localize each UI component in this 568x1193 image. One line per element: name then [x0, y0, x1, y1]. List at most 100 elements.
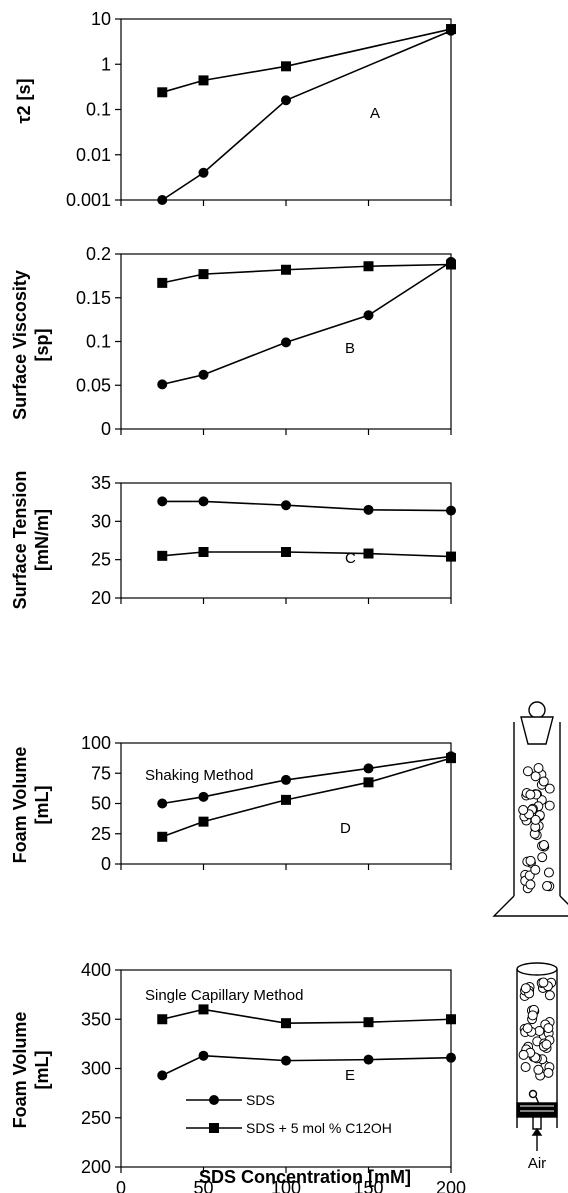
data-point-square	[157, 277, 168, 288]
series-sds-c12oh	[157, 259, 456, 288]
x-axis-title: SDS Concentration [mM]	[199, 1167, 411, 1187]
data-point-circle	[281, 1055, 291, 1066]
data-point-square	[157, 1014, 168, 1025]
series-line	[162, 28, 452, 94]
legend-marker-square	[209, 1123, 219, 1133]
data-point-square	[363, 1017, 374, 1028]
y-tick-label: 0.05	[76, 375, 111, 395]
bubble	[541, 1039, 552, 1050]
bubble	[542, 881, 553, 892]
data-point-circle	[157, 379, 168, 390]
data-point-square	[446, 259, 456, 270]
panel-label: B	[345, 340, 355, 357]
bubble	[525, 879, 536, 890]
data-point-circle	[198, 167, 209, 178]
method-note: Single Capillary Method	[145, 987, 303, 1004]
y-tick-label: 0.01	[76, 145, 111, 165]
data-point-square	[446, 551, 456, 562]
panel-b: 0.2 0.15 0.1 0.05 0 Surface Viscosity [sp] B	[10, 244, 456, 439]
x-tick-label: 100	[271, 1178, 301, 1193]
legend-entry-sds-c12oh: SDS + 5 mol % C12OH	[186, 1120, 392, 1136]
data-point-square	[157, 550, 168, 561]
data-point-square	[363, 261, 374, 272]
y-tick-label: 300	[81, 1059, 111, 1079]
y-tick-label: 1	[101, 54, 111, 74]
y-tick-label: 100	[81, 733, 111, 753]
panel-label: C	[345, 550, 356, 567]
panel-d: 100 75 50 25 0 Foam Volume [mL] D Shaking Method	[10, 733, 456, 874]
bubble	[537, 852, 548, 863]
bubble	[520, 983, 531, 994]
data-point-square	[281, 547, 291, 557]
bubble	[518, 804, 529, 815]
y-axis-title: Foam Volume [mL]	[10, 1012, 52, 1129]
data-point-square	[281, 1018, 291, 1029]
porous-frit	[516, 1102, 558, 1118]
y-tick-label: 350	[81, 1009, 111, 1029]
y-tick-label: 0.2	[86, 244, 111, 264]
data-point-circle	[363, 504, 374, 515]
data-point-square	[157, 87, 168, 98]
data-point-circle	[446, 505, 456, 516]
data-point-circle	[363, 763, 374, 774]
y-tick-label: 0.1	[86, 100, 111, 120]
bubble	[533, 1064, 544, 1075]
bubble	[530, 771, 541, 782]
series-sds	[157, 1050, 456, 1081]
panel-e: 400 350 300 250 200 0 50 100 150 200 Foam Volume [m…	[10, 960, 466, 1193]
bubble	[522, 1023, 533, 1034]
data-point-square	[446, 1014, 456, 1025]
y-tick-label: 30	[91, 511, 111, 531]
series-sds-c12oh	[157, 753, 456, 842]
legend-marker-circle	[209, 1095, 219, 1105]
capillary-column-illustration	[516, 962, 558, 1151]
bubble	[544, 783, 555, 794]
panel-label: D	[340, 820, 351, 837]
series-line	[162, 261, 452, 386]
data-point-square	[446, 24, 456, 35]
data-point-circle	[198, 791, 209, 802]
panel-label: E	[345, 1067, 355, 1084]
data-point-square	[198, 269, 209, 280]
data-point-circle	[363, 310, 374, 321]
series-sds	[157, 25, 456, 205]
legend-label-sds-c12oh: SDS + 5 mol % C12OH	[246, 1120, 392, 1136]
bubble	[543, 1023, 554, 1034]
foam-bubbles	[518, 763, 555, 894]
data-point-square	[363, 777, 374, 788]
bubble	[544, 800, 555, 811]
series-sds	[157, 256, 456, 390]
data-point-circle	[157, 496, 168, 507]
y-axis-title: Foam Volume [mL]	[10, 747, 52, 864]
data-point-circle	[198, 496, 209, 507]
panel-a: 10 1 0.1 0.01 0.001 τ2 [s] A	[14, 9, 456, 210]
panel-c: 35 30 25 20 Surface Tension [mN/m] C	[10, 471, 456, 609]
chart-panels: 10 1 0.1 0.01 0.001 τ2 [s] A 0.2 0.15 0.1 0.05 0 Sur…	[10, 9, 466, 1193]
y-tick-label: 75	[91, 763, 111, 783]
y-tick-label: 25	[91, 824, 111, 844]
y-tick-label: 20	[91, 588, 111, 608]
bubble	[543, 1067, 554, 1078]
x-tick-label: 150	[353, 1178, 383, 1193]
y-tick-label: 0.1	[86, 332, 111, 352]
bubble	[520, 1062, 531, 1073]
plot-frame	[120, 18, 452, 201]
data-point-circle	[198, 1050, 209, 1061]
bubble	[538, 840, 549, 851]
bubble	[530, 814, 541, 825]
data-point-circle	[281, 500, 291, 511]
series-sds	[157, 496, 456, 516]
y-tick-label: 400	[81, 960, 111, 980]
series-sds-c12oh	[157, 547, 456, 562]
data-point-square	[281, 264, 291, 275]
data-point-circle	[198, 369, 209, 380]
bubble	[522, 766, 533, 777]
legend-entry-sds: SDS	[186, 1092, 275, 1108]
y-tick-label: 25	[91, 550, 111, 570]
y-tick-label: 200	[81, 1157, 111, 1177]
series-line	[161, 30, 452, 201]
bubble	[543, 867, 554, 878]
data-point-circle	[281, 337, 291, 348]
data-point-square	[281, 61, 291, 72]
data-point-square	[198, 75, 209, 86]
